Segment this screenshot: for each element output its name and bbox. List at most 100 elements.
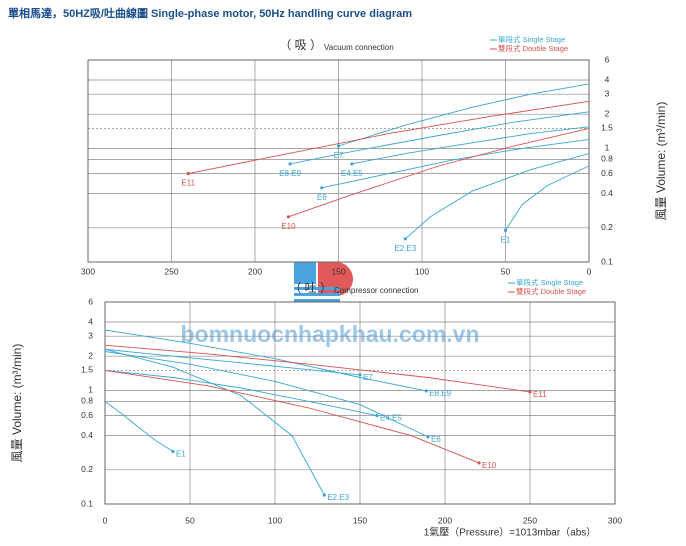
plot-frame <box>104 301 616 505</box>
page-title: 單相馬達，50HZ吸/吐曲線圖 Single-phase motor, 50Hz… <box>8 6 412 20</box>
curve <box>104 348 361 376</box>
y-tick-label: 0.6 <box>601 168 613 178</box>
y-axis-label: 風量 Volume: (m³/min) <box>654 102 668 221</box>
x-tick-label: 250 <box>164 266 178 276</box>
y-tick-label: 4 <box>605 74 610 84</box>
y-tick-label: 0.8 <box>81 396 93 406</box>
y-tick-label: 4 <box>88 316 93 326</box>
x-tick-label: 200 <box>248 266 262 276</box>
curve-label: E11 <box>181 179 195 188</box>
curve <box>104 369 480 464</box>
x-tick-label: 250 <box>523 515 537 525</box>
y-tick-label: 0.1 <box>81 498 93 508</box>
x-tick-label: 200 <box>438 515 452 525</box>
legend-label: 雙段式 Double Stage <box>498 43 568 53</box>
legend-label: 單段式 Single Stage <box>498 34 565 44</box>
y-tick-label: 0.1 <box>601 256 613 266</box>
x-tick-label: 150 <box>353 515 367 525</box>
y-tick-label: 1.5 <box>601 123 613 133</box>
curve-point <box>336 144 341 148</box>
x-tick-label: 150 <box>331 266 345 276</box>
curve-label: E6 <box>317 193 327 202</box>
curve <box>505 165 590 231</box>
curve-point <box>424 389 428 393</box>
x-tick-label: 300 <box>608 515 622 525</box>
curve <box>290 111 590 165</box>
legend-label: 雙段式 Double Stage <box>516 286 586 296</box>
curve-point <box>403 237 407 241</box>
curve-label: E2.E3 <box>327 493 349 502</box>
x-tick-label: 50 <box>501 266 511 276</box>
curve-point <box>288 162 292 166</box>
y-tick-label: 1 <box>605 143 610 153</box>
curve <box>104 329 427 392</box>
x-tick-label: 100 <box>268 515 282 525</box>
legend-label: 單段式 Single Stage <box>516 277 583 287</box>
curve-label: E1 <box>176 450 186 459</box>
curve-point <box>320 186 324 190</box>
curve-point <box>186 172 190 176</box>
curve-point <box>350 162 354 166</box>
curve-point <box>171 449 175 454</box>
curve-label: E7 <box>363 373 373 382</box>
curve-point <box>426 435 430 439</box>
curve-label: E10 <box>482 461 497 470</box>
y-tick-label: 3 <box>88 330 93 340</box>
curve-label: E11 <box>533 390 547 399</box>
chart-title: （ 吸 ） <box>279 38 322 52</box>
curve-point <box>286 215 290 219</box>
y-tick-label: 0.2 <box>81 464 93 474</box>
curve <box>405 153 590 240</box>
x-tick-label: 0 <box>103 515 108 525</box>
curve <box>351 126 590 165</box>
y-tick-label: 6 <box>88 296 93 306</box>
y-tick-label: 2 <box>88 350 93 360</box>
curve-point <box>358 373 362 377</box>
y-tick-label: 0.4 <box>81 430 93 440</box>
chart-title: （ 吐 ） <box>289 281 332 295</box>
curve-label: E6 <box>431 435 441 444</box>
y-tick-label: 1 <box>88 385 93 395</box>
curve-label: E2.E3 <box>394 244 416 253</box>
curve <box>321 138 590 189</box>
y-tick-label: 3 <box>605 88 610 98</box>
y-tick-label: 0.6 <box>81 410 93 420</box>
chart-subtitle: Vacuum connection <box>324 43 394 52</box>
x-tick-label: 0 <box>587 266 592 276</box>
y-tick-label: 6 <box>605 54 610 64</box>
curve-label: E10 <box>281 222 296 231</box>
y-tick-label: 0.4 <box>601 188 613 198</box>
curve-point <box>477 461 481 465</box>
curve-point <box>503 228 508 232</box>
curve-label: E7 <box>334 151 344 160</box>
plot-frame <box>87 59 590 263</box>
curve <box>104 351 429 438</box>
curve-point <box>322 493 326 497</box>
chart-subtitle: Compressor connection <box>334 286 418 295</box>
curve-label: E8.E9 <box>279 169 301 178</box>
curve-point <box>528 390 532 394</box>
curve-label: E4.E5 <box>380 414 402 423</box>
curve <box>104 348 325 496</box>
watermark: bomnuocnhapkhau.com.vn <box>180 321 479 347</box>
y-tick-label: 2 <box>605 108 610 118</box>
logo <box>294 262 353 302</box>
curve <box>188 100 590 175</box>
y-axis-label: 風量 Volume: (m³/min) <box>10 344 24 463</box>
curve <box>104 344 531 393</box>
curve-label: E8.E9 <box>429 389 451 398</box>
y-tick-label: 0.8 <box>601 154 613 164</box>
x-tick-label: 50 <box>185 515 195 525</box>
y-tick-label: 0.2 <box>601 222 613 232</box>
x-tick-label: 300 <box>81 266 95 276</box>
x-axis-label: 1氣壓（Pressure）=1013mbar（abs） <box>424 526 597 539</box>
y-tick-label: 1.5 <box>81 365 93 375</box>
curve <box>104 401 174 452</box>
curve <box>338 83 590 147</box>
curve-label: E1 <box>501 235 511 244</box>
x-tick-label: 100 <box>415 266 429 276</box>
curve-point <box>375 414 379 418</box>
curve-label: E4.E5 <box>341 169 363 178</box>
curve <box>288 127 590 218</box>
